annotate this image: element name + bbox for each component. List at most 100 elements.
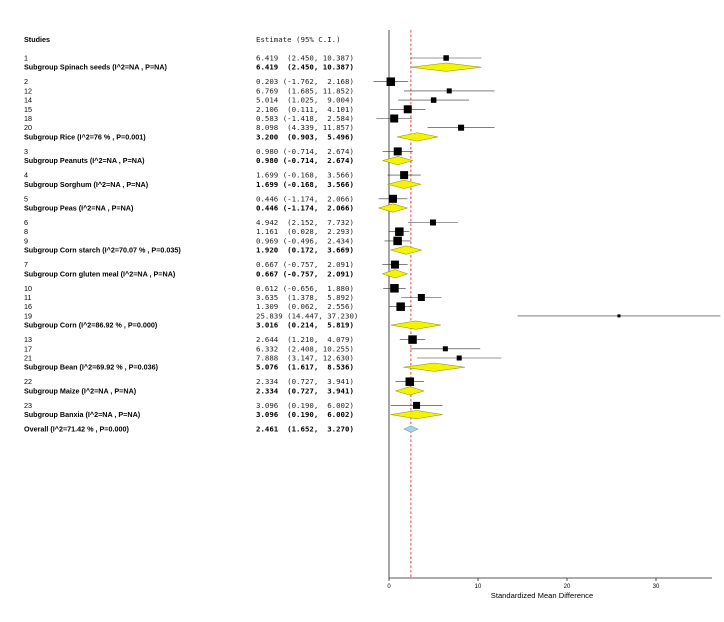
- estimate-ci-text: 3.096 (0.190, 6.002): [256, 410, 354, 419]
- estimate-ci-text: 6.419 (2.450, 10.387): [256, 63, 354, 72]
- study-effect-square: [393, 147, 402, 156]
- x-tick-label: 0: [387, 584, 391, 590]
- estimate-ci-text: 2.461 (1.652, 3.270): [256, 425, 354, 434]
- estimate-ci-text: 0.612 (-0.656, 1.880): [256, 284, 354, 293]
- study-label: 5: [24, 194, 28, 203]
- estimate-ci-text: 2.644 (1.210, 4.079): [256, 335, 354, 344]
- estimate-ci-text: 1.699 (-0.168, 3.566): [256, 171, 354, 180]
- study-effect-square: [386, 77, 396, 86]
- subgroup-label: Subgroup Bean (I^2=69.92 % , P=0.036): [24, 363, 159, 372]
- estimate-ci-text: 3.096 (0.190, 6.002): [256, 401, 354, 410]
- study-effect-square: [458, 124, 465, 131]
- study-effect-square: [429, 219, 436, 226]
- study-label: 14: [24, 96, 32, 105]
- estimate-ci-text: 0.667 (-0.757, 2.091): [256, 260, 354, 269]
- x-tick-label: 30: [653, 584, 660, 590]
- study-effect-square: [405, 377, 415, 386]
- study-label: 13: [24, 335, 32, 344]
- estimate-ci-text: 4.942 (2.152, 7.732): [256, 218, 354, 227]
- study-effect-square: [408, 335, 417, 344]
- forest-rows: 1 6.419 (2.450, 10.387) Subgroup Spinach s…: [24, 54, 721, 434]
- estimate-ci-text: 5.014 (1.025, 9.004): [256, 96, 354, 105]
- subgroup-diamond: [390, 410, 443, 420]
- estimate-ci-text: 0.583 (-1.418, 2.584): [256, 114, 354, 123]
- subgroup-diamond: [396, 132, 438, 142]
- subgroup-label: Subgroup Sorghum (I^2=NA , P=NA): [24, 180, 149, 189]
- study-effect-square: [390, 284, 399, 293]
- x-tick-label: 10: [475, 584, 482, 590]
- subgroup-diamond: [389, 245, 423, 255]
- study-label: 3: [24, 147, 28, 156]
- estimate-column-header: Estimate (95% C.I.): [256, 35, 341, 44]
- study-effect-square: [443, 55, 449, 61]
- study-label: 10: [24, 284, 32, 293]
- subgroup-label: Subgroup Peanuts (I^2=NA , P=NA): [24, 156, 145, 165]
- x-axis-label: Standardized Mean Difference: [491, 591, 593, 600]
- study-effect-square: [442, 346, 448, 352]
- subgroup-diamond: [381, 156, 414, 166]
- subgroup-diamond: [377, 203, 409, 213]
- subgroup-label: Subgroup Corn gluten meal (I^2=NA , P=NA…: [24, 269, 176, 278]
- estimate-ci-text: 1.920 (0.172, 3.669): [256, 246, 354, 255]
- estimate-ci-text: 25.839 (14.447, 37.230): [256, 311, 358, 320]
- estimate-ci-text: 1.309 (0.062, 2.556): [256, 302, 354, 311]
- study-label: 19: [24, 311, 32, 320]
- study-label: 9: [24, 236, 28, 245]
- study-effect-square: [388, 194, 397, 203]
- study-label: 4: [24, 171, 28, 180]
- subgroup-diamond: [410, 62, 482, 72]
- estimate-ci-text: 7.888 (3.147, 12.630): [256, 354, 354, 363]
- study-label: 6: [24, 218, 28, 227]
- subgroup-diamond: [387, 179, 421, 189]
- study-effect-square: [446, 88, 452, 94]
- study-label: 1: [24, 54, 28, 63]
- study-effect-square: [417, 294, 425, 301]
- study-label: 12: [24, 86, 32, 95]
- studies-column-header: Studies: [24, 35, 50, 44]
- estimate-ci-text: 1.699 (-0.168, 3.566): [256, 180, 354, 189]
- study-label: 20: [24, 123, 32, 132]
- study-label: 2: [24, 77, 28, 86]
- estimate-ci-text: 8.098 (4.339, 11.857): [256, 123, 354, 132]
- estimate-ci-text: 0.203 (-1.762, 2.168): [256, 77, 354, 86]
- estimate-ci-text: 5.076 (1.617, 8.536): [256, 363, 354, 372]
- subgroup-label: Subgroup Spinach seeds (I^2=NA , P=NA): [24, 63, 168, 72]
- study-effect-square: [617, 314, 621, 318]
- estimate-ci-text: 2.334 (0.727, 3.941): [256, 377, 354, 386]
- subgroup-label: Subgroup Corn starch (I^2=70.07 % , P=0.…: [24, 246, 181, 255]
- study-effect-square: [393, 236, 402, 246]
- subgroup-diamond: [381, 269, 409, 279]
- subgroup-label: Subgroup Maize (I^2=NA , P=NA): [24, 386, 137, 395]
- overall-diamond: [403, 425, 419, 433]
- study-label: 17: [24, 344, 32, 353]
- study-effect-square: [430, 97, 437, 103]
- study-effect-square: [403, 105, 412, 114]
- estimate-ci-text: 3.200 (0.903, 5.496): [256, 132, 354, 141]
- estimate-ci-text: 6.332 (2.408, 10.255): [256, 344, 354, 353]
- estimate-ci-text: 6.769 (1.685, 11.852): [256, 86, 354, 95]
- estimate-ci-text: 0.980 (-0.714, 2.674): [256, 147, 354, 156]
- study-effect-square: [390, 114, 399, 123]
- subgroup-diamond: [394, 386, 425, 396]
- study-label: 21: [24, 354, 32, 363]
- subgroup-label: Subgroup Peas (I^2=NA , P=NA): [24, 204, 134, 213]
- subgroup-label: Subgroup Corn (I^2=86.92 % , P=0.000): [24, 321, 158, 330]
- study-label: 15: [24, 105, 32, 114]
- study-label: 16: [24, 302, 32, 311]
- study-label: 22: [24, 377, 32, 386]
- estimate-ci-text: 6.419 (2.450, 10.387): [256, 54, 354, 63]
- estimate-ci-text: 0.969 (-0.496, 2.434): [256, 236, 354, 245]
- subgroup-label: Subgroup Banxia (I^2=NA , P=NA): [24, 410, 141, 419]
- study-effect-square: [396, 302, 405, 311]
- study-effect-square: [390, 260, 399, 269]
- estimate-ci-text: 0.446 (-1.174, 2.066): [256, 194, 354, 203]
- subgroup-diamond: [390, 320, 441, 330]
- study-label: 18: [24, 114, 32, 123]
- subgroup-label: Subgroup Rice (I^2=76 % , P=0.001): [24, 132, 146, 141]
- study-effect-square: [456, 355, 462, 361]
- estimate-ci-text: 3.016 (0.214, 5.819): [256, 321, 354, 330]
- study-effect-square: [400, 171, 409, 180]
- study-label: 8: [24, 227, 28, 236]
